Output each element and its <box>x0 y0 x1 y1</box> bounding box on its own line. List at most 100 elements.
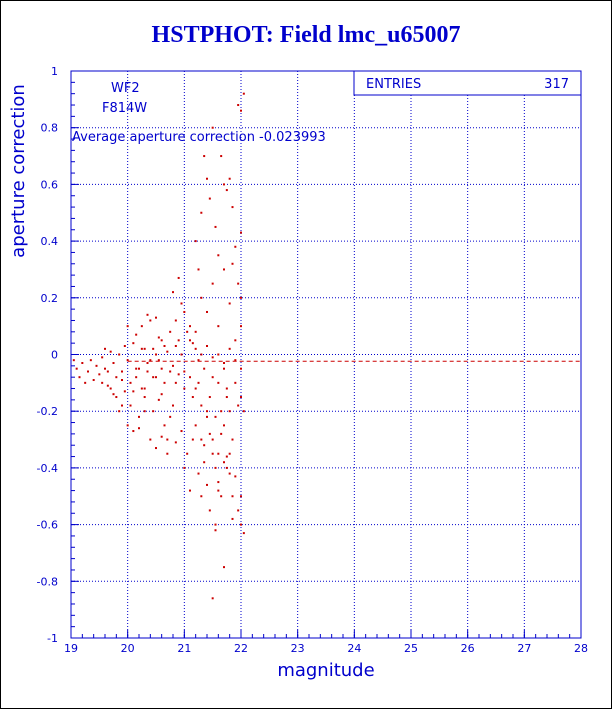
data-point <box>228 410 231 413</box>
data-point <box>126 424 129 427</box>
data-point <box>231 438 234 441</box>
data-point <box>234 245 237 248</box>
data-point <box>237 509 240 512</box>
data-point <box>106 370 109 373</box>
data-point <box>132 342 135 345</box>
data-point <box>115 396 118 399</box>
data-point <box>186 452 189 455</box>
y-tick-label: 0 <box>51 349 58 362</box>
data-point <box>149 319 152 322</box>
data-point <box>169 330 172 333</box>
data-point <box>242 92 245 95</box>
data-point <box>206 415 208 418</box>
data-point <box>217 353 220 356</box>
data-point <box>197 472 200 475</box>
data-point <box>203 444 206 447</box>
data-point <box>109 350 112 353</box>
data-point <box>177 339 180 342</box>
data-point <box>189 489 191 492</box>
data-point <box>138 415 140 418</box>
y-tick-label: -0.2 <box>37 405 58 418</box>
data-point <box>234 475 237 478</box>
data-point <box>206 410 208 413</box>
data-point <box>183 387 186 390</box>
annotation-filter: F814W <box>102 101 147 116</box>
data-point <box>217 489 220 492</box>
data-point <box>228 452 231 455</box>
data-point <box>160 367 163 370</box>
x-tick-label: 21 <box>177 642 191 655</box>
data-point <box>225 189 228 192</box>
data-point <box>220 432 223 435</box>
data-point <box>211 126 214 129</box>
data-point <box>160 339 163 342</box>
data-point <box>206 483 208 486</box>
data-point <box>146 370 149 373</box>
data-point <box>231 262 234 265</box>
data-point <box>220 410 223 413</box>
data-point <box>223 424 225 427</box>
data-point <box>155 447 157 450</box>
data-point <box>166 452 169 455</box>
data-point <box>123 390 126 393</box>
data-point <box>197 268 200 271</box>
data-point <box>208 396 211 399</box>
data-point <box>217 381 220 384</box>
data-point <box>200 296 203 299</box>
data-point <box>75 367 78 370</box>
data-point <box>211 452 214 455</box>
data-point <box>191 438 194 441</box>
data-point <box>112 393 115 396</box>
data-point <box>217 452 220 455</box>
data-point <box>240 109 242 112</box>
data-point <box>240 523 242 526</box>
y-tick-label: -1 <box>47 632 58 645</box>
data-point <box>186 330 189 333</box>
y-tick-label: -0.6 <box>37 519 58 532</box>
data-point <box>118 410 121 413</box>
data-point <box>121 379 123 382</box>
data-point <box>211 356 214 359</box>
y-tick-label: 0.8 <box>41 122 59 135</box>
data-point <box>126 359 129 362</box>
data-point <box>135 376 138 379</box>
chart-title: HSTPHOT: Field lmc_u65007 <box>151 22 461 48</box>
data-point <box>223 268 225 271</box>
x-tick-label: 26 <box>461 642 475 655</box>
data-point <box>135 367 138 370</box>
data-point <box>92 379 95 382</box>
data-point <box>121 404 123 407</box>
x-axis-label: magnitude <box>277 660 374 681</box>
data-point <box>143 396 146 399</box>
data-point <box>101 381 104 384</box>
data-point <box>203 367 206 370</box>
data-point <box>180 430 183 433</box>
data-point <box>203 155 206 158</box>
data-point <box>129 404 132 407</box>
data-point <box>208 432 211 435</box>
data-point <box>242 532 245 535</box>
x-tick-label: 24 <box>347 642 361 655</box>
data-point <box>81 362 84 365</box>
data-point <box>183 310 186 313</box>
data-point <box>126 325 129 328</box>
data-point <box>143 347 146 350</box>
y-tick-label: -0.8 <box>37 575 58 588</box>
data-point <box>217 254 220 257</box>
data-point <box>106 384 109 387</box>
data-point <box>104 367 106 370</box>
data-point <box>200 495 203 498</box>
data-point <box>240 231 242 234</box>
data-point <box>78 376 81 379</box>
data-point <box>146 313 149 316</box>
data-point <box>223 566 225 569</box>
x-tick-label: 25 <box>404 642 418 655</box>
data-point <box>194 330 197 333</box>
data-point <box>231 206 234 209</box>
data-point <box>174 381 177 384</box>
data-point <box>240 325 242 328</box>
data-point <box>189 339 191 342</box>
y-tick-label: 0.6 <box>41 178 59 191</box>
y-axis-label: aperture correction <box>8 84 29 258</box>
data-point <box>225 396 228 399</box>
